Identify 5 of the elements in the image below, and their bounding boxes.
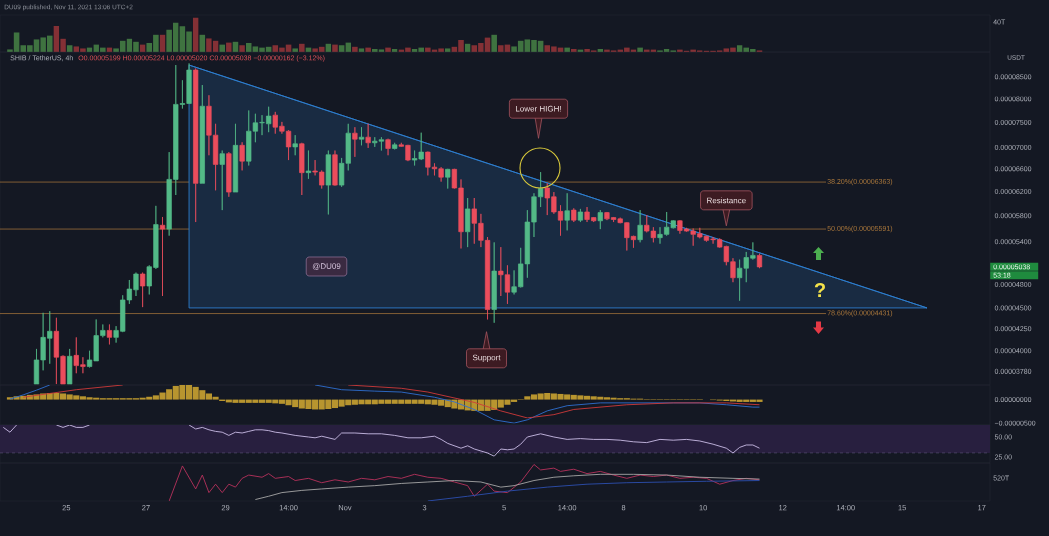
annotation: Lower HIGH! (516, 105, 561, 112)
annotation: Support (472, 354, 501, 362)
annotation: ? (814, 283, 825, 297)
annotation: @DU09 (312, 263, 341, 270)
annotation: Resistance (707, 197, 746, 204)
